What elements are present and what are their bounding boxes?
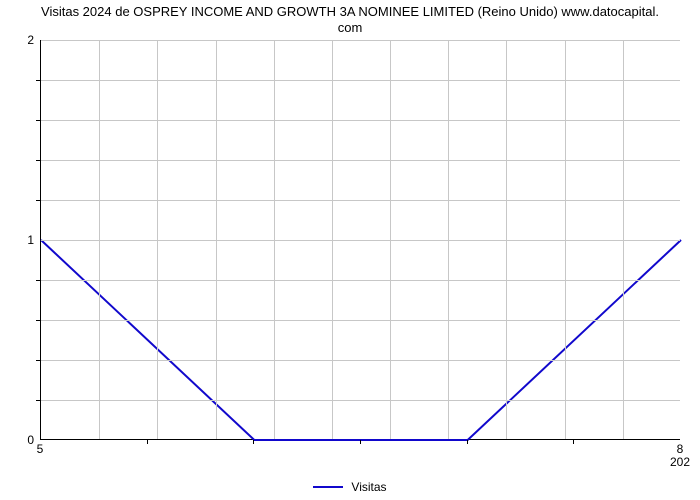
y-minor-tick <box>36 80 40 81</box>
x-minor-tick <box>573 440 574 444</box>
grid-horizontal <box>41 360 680 361</box>
plot-area <box>40 40 680 440</box>
x-minor-tick <box>360 440 361 444</box>
y-minor-tick <box>36 160 40 161</box>
chart-title-line1: Visitas 2024 de OSPREY INCOME AND GROWTH… <box>41 4 659 19</box>
y-tick-label: 0 <box>0 433 34 447</box>
y-minor-tick <box>36 200 40 201</box>
grid-horizontal <box>41 240 680 241</box>
grid-horizontal <box>41 400 680 401</box>
x-tick-label: 8 <box>677 442 684 456</box>
grid-horizontal <box>41 200 680 201</box>
chart-title: Visitas 2024 de OSPREY INCOME AND GROWTH… <box>0 4 700 37</box>
legend-label: Visitas <box>351 480 386 494</box>
grid-horizontal <box>41 160 680 161</box>
x-minor-tick <box>147 440 148 444</box>
legend: Visitas <box>0 480 700 494</box>
grid-horizontal <box>41 320 680 321</box>
y-tick-label: 1 <box>0 233 34 247</box>
x-minor-tick <box>467 440 468 444</box>
y-tick-label: 2 <box>0 33 34 47</box>
y-minor-tick <box>36 320 40 321</box>
legend-swatch <box>313 486 343 488</box>
grid-horizontal <box>41 40 680 41</box>
y-minor-tick <box>36 400 40 401</box>
x-minor-tick <box>253 440 254 444</box>
y-minor-tick <box>36 360 40 361</box>
y-minor-tick <box>36 280 40 281</box>
x-tick-label: 5 <box>37 442 44 456</box>
y-minor-tick <box>36 120 40 121</box>
grid-horizontal <box>41 80 680 81</box>
x-tick-sublabel: 202 <box>670 455 690 469</box>
grid-horizontal <box>41 120 680 121</box>
grid-horizontal <box>41 280 680 281</box>
chart-title-line2: com <box>338 20 363 35</box>
